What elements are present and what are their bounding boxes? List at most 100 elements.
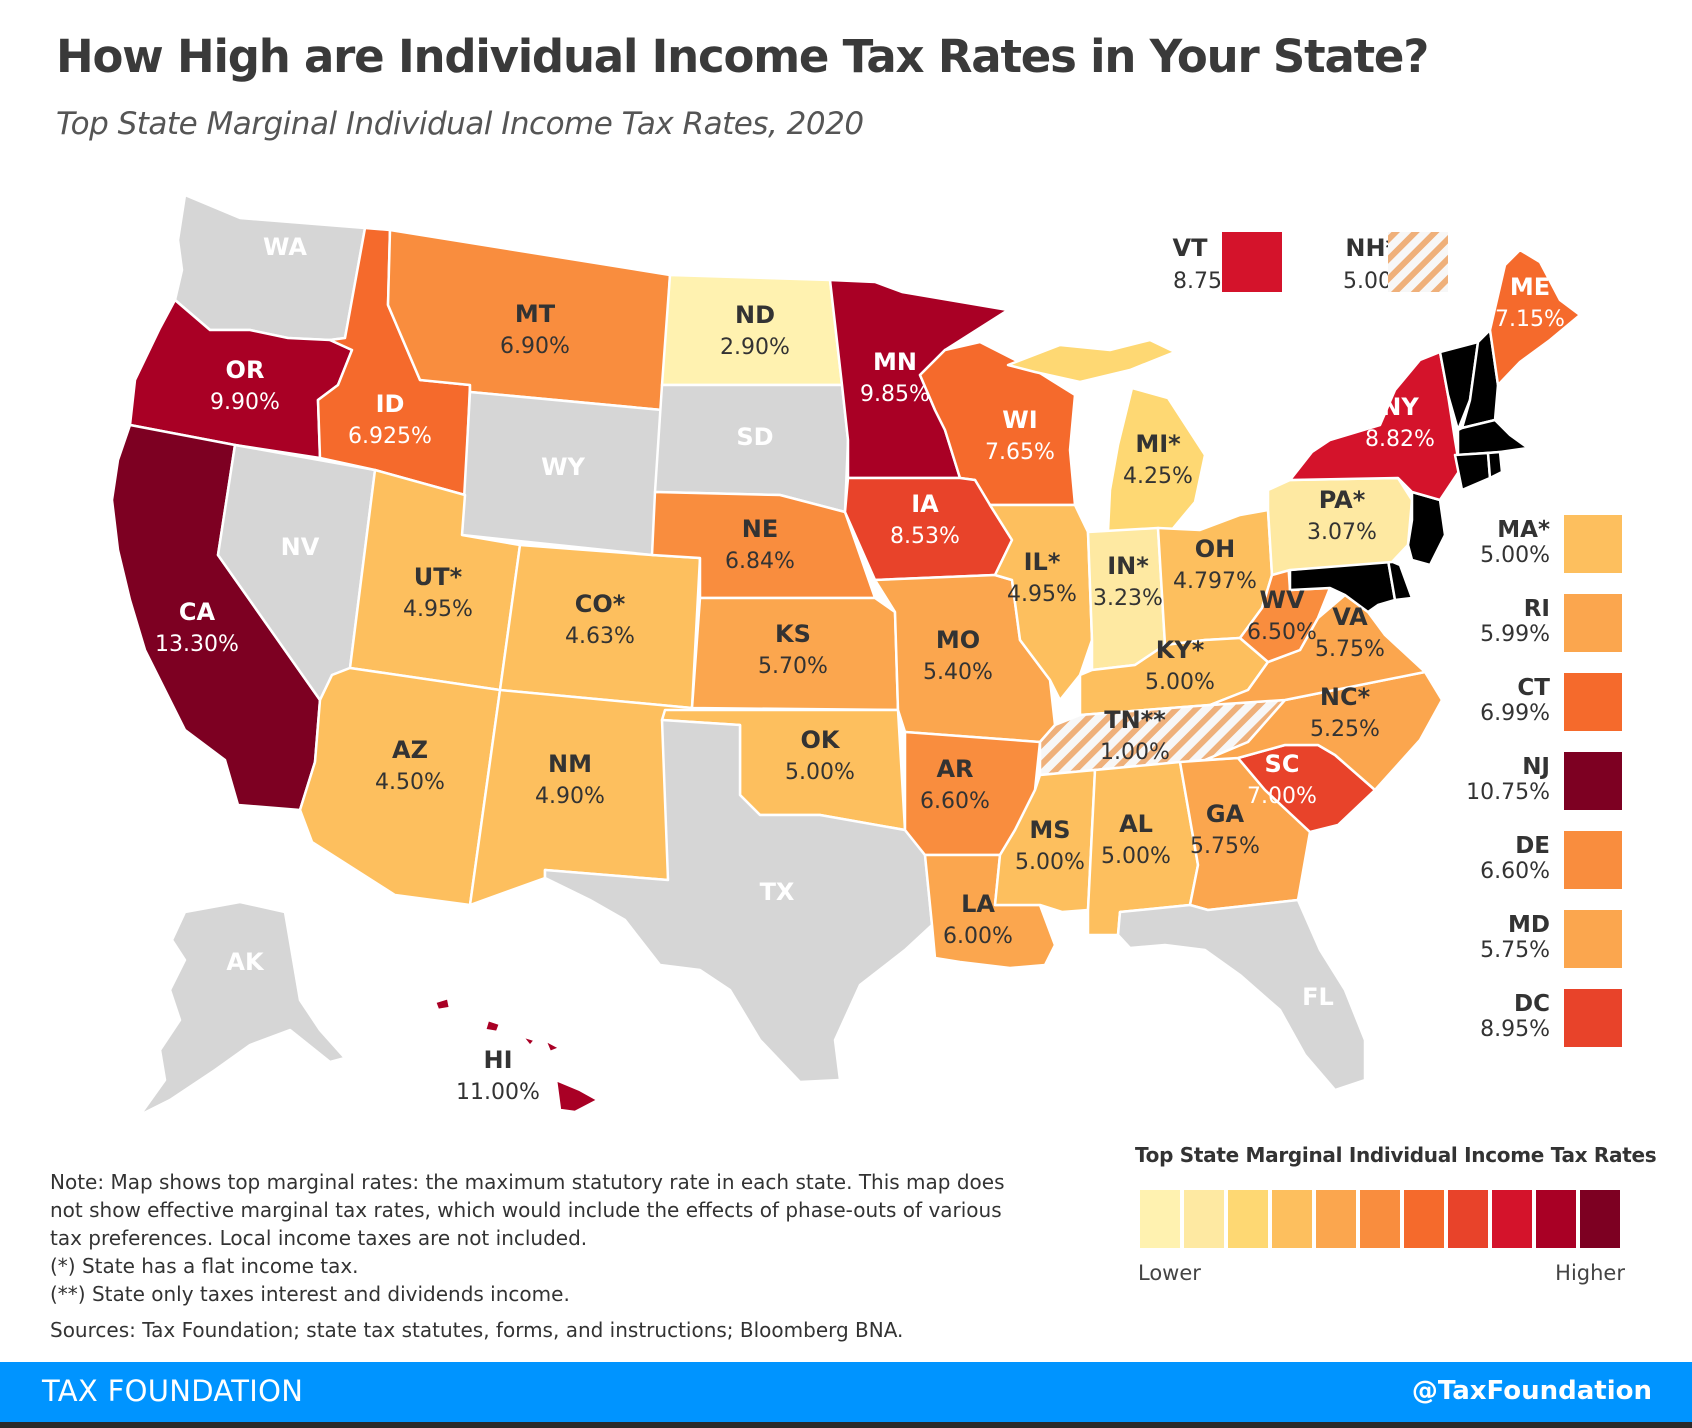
- state-ny[interactable]: [1288, 350, 1462, 502]
- side-legend-swatch: [1564, 515, 1622, 573]
- color-scale-legend: Top State Marginal Individual Income Tax…: [1135, 1143, 1657, 1285]
- state-label-ak: AK: [226, 948, 265, 976]
- state-abbr-la: LA: [961, 890, 995, 918]
- state-wa[interactable]: [173, 193, 367, 342]
- state-rate-co: 4.63%: [565, 624, 635, 649]
- state-rate-in: 3.23%: [1093, 586, 1163, 611]
- state-label-ky: KY* 5.00%: [1145, 636, 1215, 695]
- state-abbr-mi: MI*: [1135, 430, 1181, 458]
- state-rate-mi: 4.25%: [1123, 464, 1193, 489]
- state-co[interactable]: [498, 543, 702, 710]
- bottom-strip: [0, 1422, 1692, 1428]
- state-rate-wi: 7.65%: [985, 440, 1055, 465]
- state-mi-upper[interactable]: [1006, 338, 1177, 384]
- state-label-ms: MS 5.00%: [1015, 816, 1085, 875]
- side-legend-item: DC 8.95%: [1420, 989, 1630, 1051]
- state-abbr-in: IN*: [1107, 552, 1149, 580]
- side-legend-rate: 6.60%: [1480, 859, 1550, 884]
- state-de[interactable]: [1386, 558, 1414, 602]
- state-il[interactable]: [988, 503, 1094, 702]
- state-rate-ia: 8.53%: [890, 524, 960, 549]
- state-rate-nm: 4.90%: [535, 784, 605, 809]
- state-vt[interactable]: [1438, 340, 1480, 432]
- us-state-map: VT 8.75% NH** 5.00% WA OR 9.90% CA 13.30% NV I…: [110, 193, 1582, 1117]
- note-text: Note: Map shows top marginal rates: the …: [50, 1170, 1005, 1250]
- state-label-oh: OH 4.797%: [1173, 535, 1257, 594]
- state-abbr-az: AZ: [392, 736, 428, 764]
- map-subtitle: Top State Marginal Individual Income Tax…: [56, 106, 864, 142]
- state-nd[interactable]: [660, 273, 844, 387]
- state-label-ne: NE 6.84%: [725, 515, 795, 574]
- state-label-ia: IA 8.53%: [890, 490, 960, 549]
- state-me[interactable]: [1488, 248, 1582, 387]
- state-abbr-hi: HI: [483, 1046, 512, 1074]
- state-abbr-ks: KS: [775, 620, 811, 648]
- scale-swatch: [1228, 1190, 1268, 1248]
- state-abbr-il: IL*: [1024, 548, 1061, 576]
- state-abbr-or: OR: [226, 356, 265, 384]
- state-label-mi: MI* 4.25%: [1123, 430, 1193, 489]
- state-rate-hi: 11.00%: [456, 1080, 540, 1105]
- state-abbr-ut: UT*: [414, 563, 463, 591]
- scale-swatch: [1492, 1190, 1532, 1248]
- side-legend-rate: 5.75%: [1480, 938, 1550, 963]
- state-abbr-tx: TX: [760, 878, 795, 906]
- state-label-sd: SD: [736, 423, 773, 451]
- state-label-ga: GA 5.75%: [1190, 800, 1260, 859]
- side-legend-state: RI: [1523, 596, 1550, 622]
- footer-brand[interactable]: TAX FOUNDATION: [42, 1374, 304, 1408]
- state-label-ca: CA 13.30%: [155, 598, 239, 657]
- scale-low-label: Lower: [1138, 1261, 1201, 1285]
- side-legend-state: MA*: [1497, 517, 1550, 543]
- state-abbr-ny: NY: [1381, 393, 1419, 421]
- state-label-fl: FL: [1302, 983, 1334, 1011]
- state-label-ks: KS 5.70%: [758, 620, 828, 679]
- state-label-wa: WA: [263, 233, 307, 261]
- state-rate-ms: 5.00%: [1015, 850, 1085, 875]
- state-labels: WA OR 9.90% CA 13.30% NV ID 6.925% MT 6.90% WY UT* 4…: [155, 233, 1565, 1105]
- state-nc[interactable]: [1203, 670, 1444, 792]
- state-abbr-nm: NM: [548, 750, 592, 778]
- state-rate-ut: 4.95%: [403, 597, 473, 622]
- state-abbr-tn: TN**: [1104, 706, 1166, 734]
- side-legend-swatch: [1564, 752, 1622, 810]
- state-rate-me: 7.15%: [1495, 307, 1565, 332]
- state-ct[interactable]: [1453, 451, 1492, 492]
- state-label-va: VA 5.75%: [1315, 603, 1385, 662]
- state-hi[interactable]: [433, 996, 600, 1114]
- vt-callout-label: VT: [1173, 234, 1209, 262]
- scale-swatch: [1536, 1190, 1576, 1248]
- state-label-hi: HI 11.00%: [456, 1046, 540, 1105]
- state-rate-va: 5.75%: [1315, 637, 1385, 662]
- state-abbr-fl: FL: [1302, 983, 1334, 1011]
- state-rate-al: 5.00%: [1101, 844, 1171, 869]
- state-fl[interactable]: [1116, 898, 1367, 1092]
- state-ma[interactable]: [1456, 418, 1530, 457]
- state-nj[interactable]: [1406, 490, 1447, 567]
- vt-callout-swatch: [1222, 232, 1282, 292]
- state-label-nm: NM 4.90%: [535, 750, 605, 809]
- state-ri[interactable]: [1486, 450, 1504, 480]
- side-legend-state: MD: [1508, 912, 1550, 938]
- state-label-nv: NV: [281, 533, 320, 561]
- state-label-mo: MO 5.40%: [923, 626, 993, 685]
- scale-swatches: [1140, 1190, 1630, 1248]
- state-label-la: LA 6.00%: [943, 890, 1013, 949]
- state-label-or: OR 9.90%: [210, 356, 280, 415]
- state-label-tx: TX: [760, 878, 795, 906]
- state-label-al: AL 5.00%: [1101, 810, 1171, 869]
- state-mi[interactable]: [1106, 386, 1207, 534]
- state-ak[interactable]: [138, 900, 347, 1117]
- state-rate-ga: 5.75%: [1190, 834, 1260, 859]
- side-legend-state: CT: [1517, 675, 1550, 701]
- state-abbr-sd: SD: [736, 423, 773, 451]
- state-tx[interactable]: [543, 718, 934, 1084]
- side-legend-state: DE: [1515, 833, 1550, 859]
- side-legend-swatch: [1564, 989, 1622, 1047]
- side-legend-item: NJ 10.75%: [1420, 752, 1630, 814]
- side-legend-item: CT 6.99%: [1420, 673, 1630, 735]
- state-rate-id: 6.925%: [348, 424, 432, 449]
- footer-handle[interactable]: @TaxFoundation: [1411, 1376, 1652, 1406]
- side-legend-item: MD 5.75%: [1420, 910, 1630, 972]
- state-abbr-ca: CA: [179, 598, 216, 626]
